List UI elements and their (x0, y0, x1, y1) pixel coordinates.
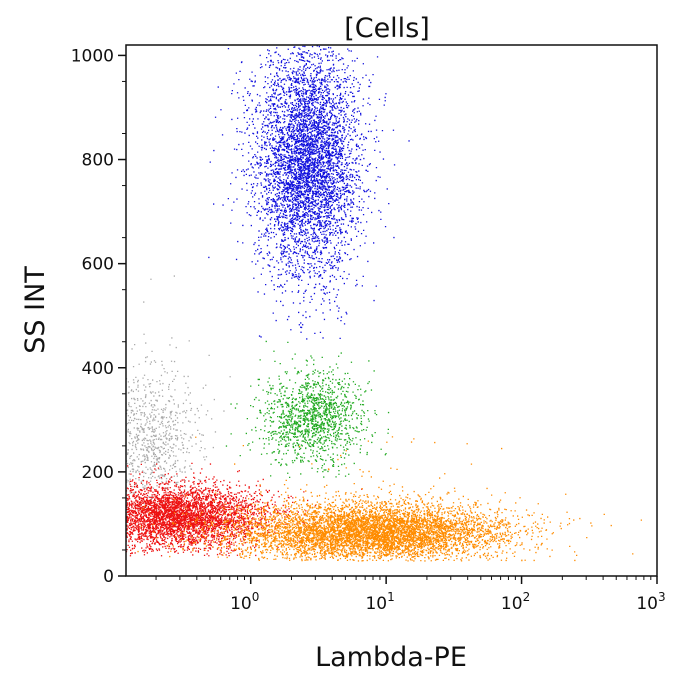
population-1 (225, 340, 390, 478)
y-axis-title: SS INT (20, 266, 51, 354)
y-tick-label-1: 200 (82, 463, 114, 483)
population-3-dots (126, 462, 392, 557)
population-2 (126, 275, 231, 509)
x-tick-label-1: 101 (365, 590, 394, 614)
population-3 (126, 462, 392, 557)
population-1-dots (225, 340, 390, 478)
population-0-dots (208, 45, 410, 340)
y-tick-label-3: 600 (82, 255, 114, 275)
population-2-dots (126, 275, 231, 509)
y-tick-label-2: 400 (82, 359, 114, 379)
y-axis: 0 200 400 600 800 1000 (71, 46, 126, 587)
y-tick-label-0: 0 (103, 567, 114, 587)
y-tick-label-5: 1000 (71, 46, 114, 66)
x-tick-label-2: 102 (501, 590, 530, 614)
y-tick-label-4: 800 (82, 151, 114, 171)
data-points (126, 45, 642, 562)
x-axis-title: Lambda-PE (315, 642, 467, 673)
population-0 (208, 45, 410, 340)
population-4-dots (137, 436, 642, 562)
population-4 (137, 436, 642, 562)
x-tick-label-3: 103 (636, 590, 665, 614)
plot-frame (125, 44, 658, 577)
chart-title: [Cells] (344, 13, 430, 44)
x-axis: 100 101 102 103 (155, 576, 666, 614)
x-tick-label-0: 100 (230, 590, 259, 614)
